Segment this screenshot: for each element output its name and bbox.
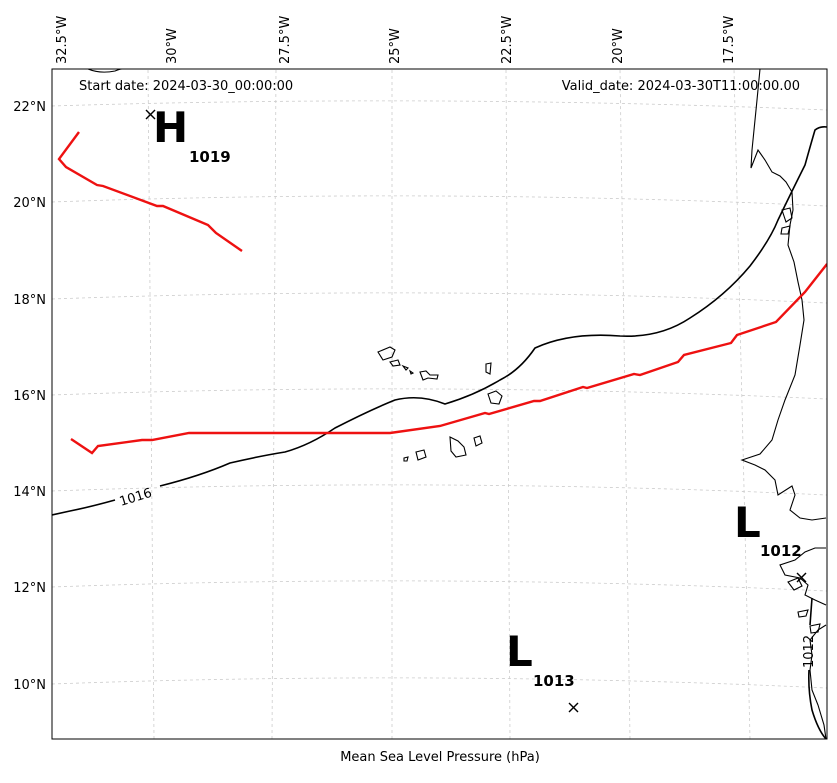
- low-pressure-center: L 1012: [734, 498, 807, 583]
- map-background: [52, 69, 827, 739]
- african-coastline: [809, 624, 827, 739]
- meridian-line: [619, 69, 631, 739]
- high-pressure-center: H 1019: [145, 103, 231, 166]
- start-date-label: Start date: 2024-03-30_00:00:00: [79, 79, 293, 94]
- cape-verde-island: [419, 370, 439, 381]
- center-marker-icon: [796, 572, 807, 583]
- cape-verde-island: [408, 369, 415, 375]
- isobars: [52, 126, 827, 739]
- parallel-line: [52, 677, 827, 689]
- pressure-center-value: 1012: [760, 542, 802, 560]
- longitude-ticks: 32.5°W 30°W 27.5°W 25°W 22.5°W 20°W 17.5…: [55, 16, 737, 64]
- front-line: [70, 263, 827, 455]
- isobar-label-1012: 1012: [802, 635, 817, 668]
- african-coastline: [779, 547, 827, 606]
- front-line: [57, 131, 243, 252]
- latitude-tick-label: 20°N: [13, 196, 46, 211]
- cape-verde-island: [415, 449, 427, 461]
- map-caption: Mean Sea Level Pressure (hPa): [340, 750, 540, 765]
- isobar-1016: [159, 126, 827, 487]
- longitude-tick-label: 27.5°W: [278, 16, 293, 64]
- coastlines: [87, 69, 827, 739]
- pressure-center-value: 1019: [189, 148, 231, 166]
- parallel-line: [52, 484, 827, 496]
- parallel-line: [52, 388, 827, 400]
- island: [797, 609, 809, 618]
- island: [809, 623, 821, 634]
- latitude-tick-label: 22°N: [13, 100, 46, 115]
- latitude-tick-label: 16°N: [13, 389, 46, 404]
- pressure-center-letter: L: [506, 627, 533, 676]
- canary-island: [780, 225, 791, 235]
- latitude-tick-label: 10°N: [13, 678, 46, 693]
- parallel-line: [52, 195, 827, 207]
- cape-verde-island: [389, 359, 401, 367]
- cape-verde-island: [403, 456, 409, 462]
- cape-verde-island: [473, 435, 483, 447]
- latitude-ticks: 22°N 20°N 18°N 16°N 14°N 12°N 10°N: [13, 100, 46, 693]
- meridian-line: [505, 69, 511, 739]
- pressure-center-value: 1013: [533, 672, 575, 690]
- longitude-tick-label: 25°W: [388, 28, 403, 64]
- parallel-line: [52, 292, 827, 304]
- cape-verde-island: [487, 390, 503, 405]
- center-marker-icon: [145, 109, 156, 120]
- african-coastline: [740, 69, 827, 521]
- map-frame: [51, 68, 828, 740]
- latitude-tick-label: 18°N: [13, 293, 46, 308]
- longitude-tick-label: 30°W: [165, 28, 180, 64]
- center-marker-icon: [568, 702, 579, 713]
- island: [787, 577, 803, 591]
- front-lines: [57, 131, 827, 455]
- cape-verde-island: [401, 364, 409, 371]
- longitude-tick-label: 20°W: [611, 28, 626, 64]
- cape-verde-island: [377, 346, 396, 361]
- valid-date-label: Valid_date: 2024-03-30T11:00:00.00: [562, 79, 800, 94]
- longitude-tick-label: 32.5°W: [55, 16, 70, 64]
- graticule: [52, 69, 827, 739]
- canary-island: [781, 207, 793, 223]
- cape-verde-island: [449, 436, 467, 458]
- isobar-1016: [52, 499, 116, 516]
- cape-verde-island: [485, 362, 492, 375]
- latitude-tick-label: 12°N: [13, 581, 46, 596]
- low-pressure-center: L 1013: [506, 627, 579, 713]
- parallel-line: [52, 100, 827, 111]
- meridian-line: [733, 69, 751, 739]
- meridian-line: [147, 69, 155, 739]
- parallel-line: [52, 580, 827, 592]
- isobar-1012: [808, 669, 827, 739]
- latitude-tick-label: 14°N: [13, 485, 46, 500]
- longitude-tick-label: 17.5°W: [722, 16, 737, 64]
- pressure-center-letter: H: [153, 103, 188, 152]
- meridian-line: [271, 69, 277, 739]
- pressure-center-letter: L: [734, 498, 761, 547]
- isobar-1012: [809, 597, 813, 626]
- longitude-tick-label: 22.5°W: [500, 16, 515, 64]
